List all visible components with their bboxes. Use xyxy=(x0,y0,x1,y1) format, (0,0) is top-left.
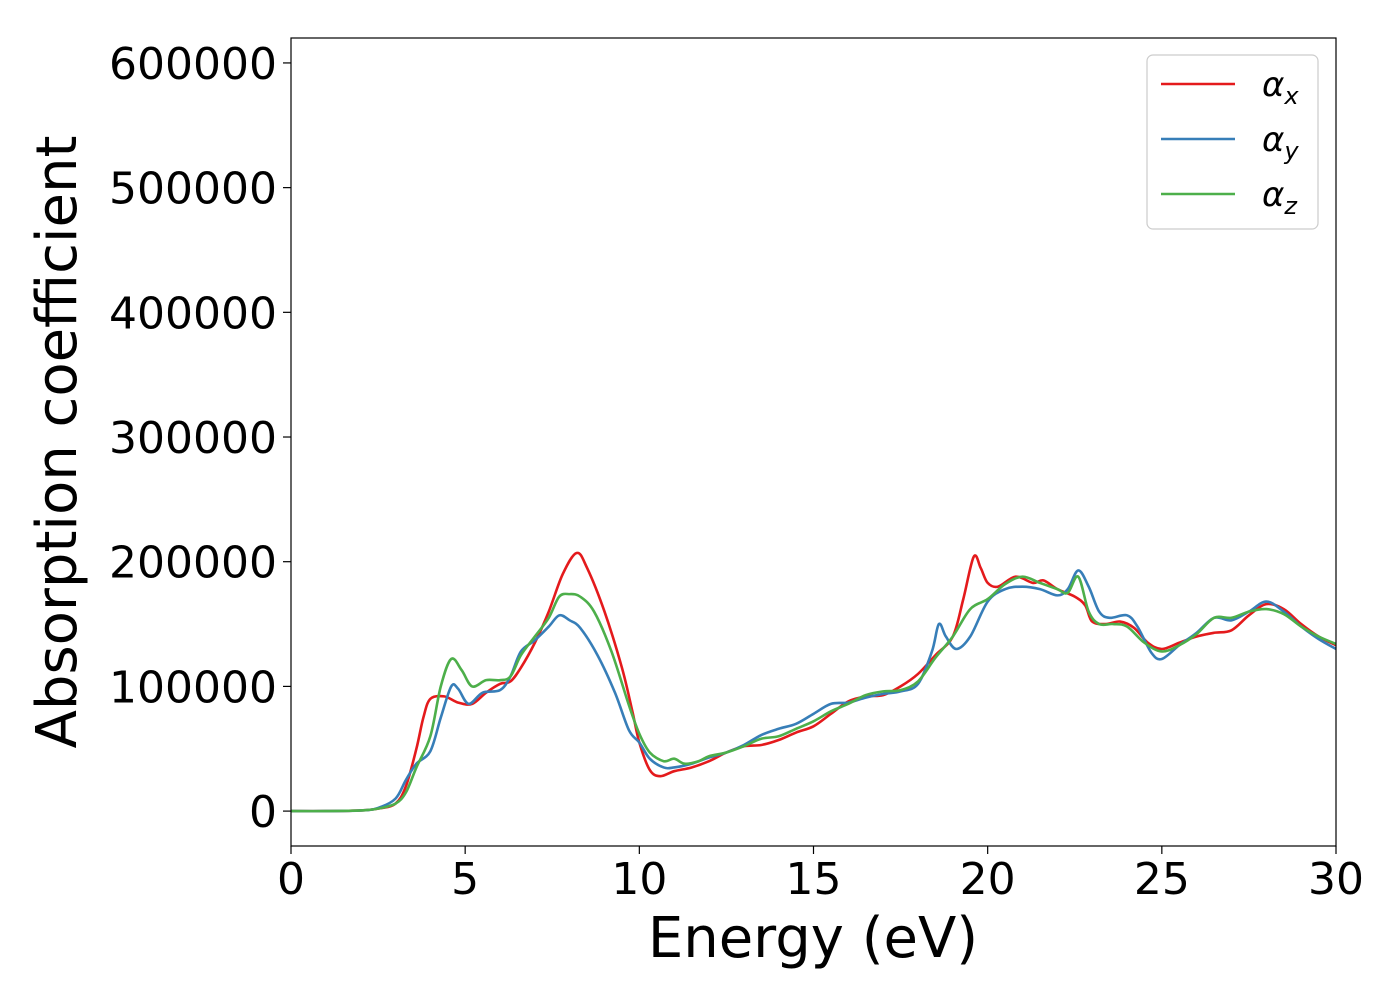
legend-label-x: αx xyxy=(1262,65,1299,110)
legend-label-z: αz xyxy=(1262,175,1298,220)
series-line-z xyxy=(290,575,1337,813)
x-tick-label: 10 xyxy=(611,854,667,905)
y-tick-label: 0 xyxy=(249,787,277,838)
x-tick-label: 15 xyxy=(786,854,842,905)
x-tick-label: 20 xyxy=(960,854,1016,905)
x-axis-title: Energy (eV) xyxy=(648,906,978,971)
y-axis-title: Absorption coefficient xyxy=(25,136,90,749)
y-tick-label: 500000 xyxy=(109,164,277,215)
y-tick-label: 200000 xyxy=(109,538,277,589)
x-tick-label: 5 xyxy=(451,854,479,905)
y-axis: 0 100000 200000 300000 400000 500000 600000 xyxy=(109,39,291,838)
x-tick-label: 0 xyxy=(277,854,305,905)
legend-box xyxy=(1146,54,1319,230)
x-axis: 0 5 10 15 20 25 30 xyxy=(277,846,1364,905)
legend: αx αy αz xyxy=(1146,54,1319,230)
x-tick-label: 30 xyxy=(1308,854,1364,905)
legend-label-y: αy xyxy=(1262,120,1299,165)
series-layer xyxy=(290,551,1337,813)
series-line-x xyxy=(290,551,1337,813)
y-tick-label: 100000 xyxy=(109,662,277,713)
y-tick-label: 300000 xyxy=(109,413,277,464)
y-tick-label: 600000 xyxy=(109,39,277,90)
x-tick-label: 25 xyxy=(1134,854,1190,905)
series-line-y xyxy=(290,569,1337,813)
y-tick-label: 400000 xyxy=(109,288,277,339)
